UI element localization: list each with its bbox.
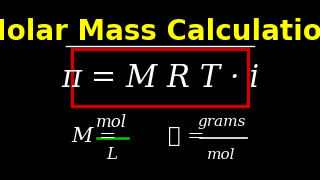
Text: π = M R T · i: π = M R T · i [61, 63, 259, 94]
Text: M =: M = [72, 127, 117, 146]
Text: grams: grams [197, 115, 246, 129]
Text: mol: mol [207, 148, 236, 162]
Text: ℳ =: ℳ = [168, 127, 205, 146]
Text: Molar Mass Calculation: Molar Mass Calculation [0, 18, 320, 46]
Text: L: L [106, 146, 117, 163]
Text: mol: mol [96, 114, 127, 131]
